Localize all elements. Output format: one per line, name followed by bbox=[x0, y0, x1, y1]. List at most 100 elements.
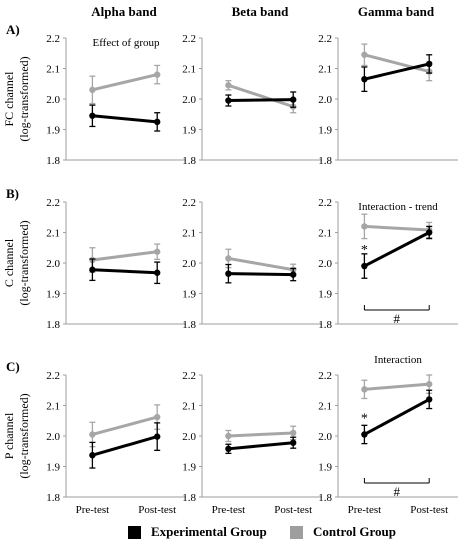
legend-item-experimental: Experimental Group bbox=[128, 524, 267, 540]
series-line-experimental bbox=[91, 435, 158, 457]
significance-star: * bbox=[361, 243, 368, 258]
series-line-experimental bbox=[363, 398, 430, 436]
y-tick-label: 2.0 bbox=[182, 94, 196, 106]
legend-label-experimental: Experimental Group bbox=[151, 524, 267, 539]
y-tick-label: 1.8 bbox=[318, 492, 332, 504]
row-ylabel-0: FC channel bbox=[2, 71, 16, 127]
series-line-control bbox=[92, 73, 158, 92]
y-tick-label: 2.2 bbox=[318, 33, 332, 45]
x-tick-label: Pre-test bbox=[348, 504, 382, 516]
row-letter-2: C) bbox=[6, 359, 20, 374]
y-tick-label: 2.0 bbox=[318, 258, 332, 270]
x-tick-label: Pre-test bbox=[212, 504, 246, 516]
y-tick-label: 1.8 bbox=[182, 319, 196, 331]
data-point-control bbox=[426, 380, 433, 388]
y-tick-label: 1.9 bbox=[182, 462, 196, 474]
data-point-control bbox=[154, 413, 161, 421]
band-title-1: Beta band bbox=[232, 4, 289, 19]
series-line-experimental bbox=[363, 231, 430, 268]
y-tick-label: 1.9 bbox=[182, 289, 196, 301]
y-tick-label: 2.1 bbox=[318, 228, 332, 240]
row-letter-1: B) bbox=[6, 186, 19, 201]
data-point-control bbox=[225, 82, 232, 89]
significance-hash: # bbox=[394, 484, 401, 499]
series-line-experimental bbox=[228, 441, 294, 451]
row-ylabel-sub-1: (log-transformed) bbox=[17, 220, 31, 305]
y-tick-label: 2.1 bbox=[182, 228, 196, 240]
legend-swatch-experimental bbox=[128, 525, 141, 539]
data-point-control bbox=[154, 71, 161, 78]
row-ylabel-sub-0: (log-transformed) bbox=[17, 56, 31, 141]
legend-label-control: Control Group bbox=[313, 524, 396, 539]
significance-star: * bbox=[361, 411, 368, 426]
y-tick-label: 1.8 bbox=[46, 319, 60, 331]
data-point-experimental bbox=[154, 433, 161, 440]
y-tick-label: 2.0 bbox=[318, 431, 332, 443]
data-point-experimental bbox=[154, 269, 161, 276]
series-line-experimental bbox=[92, 268, 158, 275]
series-line-control bbox=[227, 83, 294, 109]
y-tick-label: 2.0 bbox=[46, 94, 60, 106]
data-point-control bbox=[290, 429, 297, 437]
data-point-experimental bbox=[89, 266, 96, 273]
row-ylabel-sub-2: (log-transformed) bbox=[17, 393, 31, 478]
panel-annotation: Interaction - trend bbox=[358, 201, 438, 213]
data-point-control bbox=[225, 255, 232, 262]
series-line-control bbox=[364, 382, 430, 391]
x-tick-label: Post-test bbox=[274, 504, 312, 516]
data-point-control bbox=[361, 51, 368, 58]
y-tick-label: 2.2 bbox=[182, 33, 196, 45]
series-line-control bbox=[364, 53, 430, 74]
data-point-experimental bbox=[426, 229, 433, 236]
data-point-control bbox=[361, 223, 368, 230]
significance-hash: # bbox=[394, 311, 401, 326]
data-point-control bbox=[89, 86, 96, 94]
data-point-experimental bbox=[89, 452, 96, 459]
x-tick-label: Post-test bbox=[138, 504, 176, 516]
y-tick-label: 2.1 bbox=[46, 228, 60, 240]
y-tick-label: 2.2 bbox=[318, 197, 332, 209]
y-tick-label: 2.1 bbox=[46, 401, 60, 413]
row-letter-0: A) bbox=[6, 22, 20, 37]
data-point-experimental bbox=[361, 75, 368, 83]
y-tick-label: 2.1 bbox=[318, 64, 332, 76]
y-tick-label: 1.9 bbox=[318, 289, 332, 301]
y-tick-label: 1.8 bbox=[46, 492, 60, 504]
data-point-control bbox=[361, 386, 368, 393]
y-tick-label: 1.9 bbox=[318, 462, 332, 474]
y-tick-label: 1.9 bbox=[46, 462, 60, 474]
y-tick-label: 2.0 bbox=[46, 258, 60, 270]
data-point-experimental bbox=[225, 445, 232, 453]
y-tick-label: 1.9 bbox=[318, 125, 332, 137]
x-tick-label: Post-test bbox=[410, 504, 448, 516]
series-line-control bbox=[228, 431, 294, 438]
series-line-experimental bbox=[228, 272, 294, 277]
data-point-experimental bbox=[290, 439, 297, 446]
data-point-experimental bbox=[225, 97, 232, 104]
row-ylabel-1: C channel bbox=[2, 238, 16, 287]
data-point-experimental bbox=[225, 270, 232, 277]
data-point-experimental bbox=[290, 271, 297, 278]
y-tick-label: 2.1 bbox=[46, 64, 60, 76]
y-tick-label: 2.0 bbox=[182, 431, 196, 443]
series-line-experimental bbox=[228, 98, 294, 103]
y-tick-label: 2.0 bbox=[46, 431, 60, 443]
y-tick-label: 2.1 bbox=[182, 401, 196, 413]
y-tick-label: 2.2 bbox=[182, 370, 196, 382]
data-point-experimental bbox=[426, 60, 433, 68]
series-line-control bbox=[364, 224, 430, 232]
data-point-control bbox=[154, 248, 161, 255]
series-line-experimental bbox=[92, 114, 158, 124]
legend: Experimental Group Control Group bbox=[0, 524, 474, 546]
series-line-control bbox=[228, 256, 294, 272]
y-tick-label: 1.8 bbox=[182, 492, 196, 504]
data-point-experimental bbox=[154, 118, 161, 126]
y-tick-label: 2.2 bbox=[318, 370, 332, 382]
band-title-2: Gamma band bbox=[358, 4, 435, 19]
y-tick-label: 1.9 bbox=[46, 289, 60, 301]
legend-swatch-control bbox=[290, 525, 303, 539]
row-ylabel-2: P channel bbox=[2, 412, 16, 459]
figure-canvas: Alpha band Beta band Gamma band A) FC channe… bbox=[2, 4, 458, 516]
y-tick-label: 2.2 bbox=[46, 197, 60, 209]
data-point-control bbox=[225, 432, 232, 440]
